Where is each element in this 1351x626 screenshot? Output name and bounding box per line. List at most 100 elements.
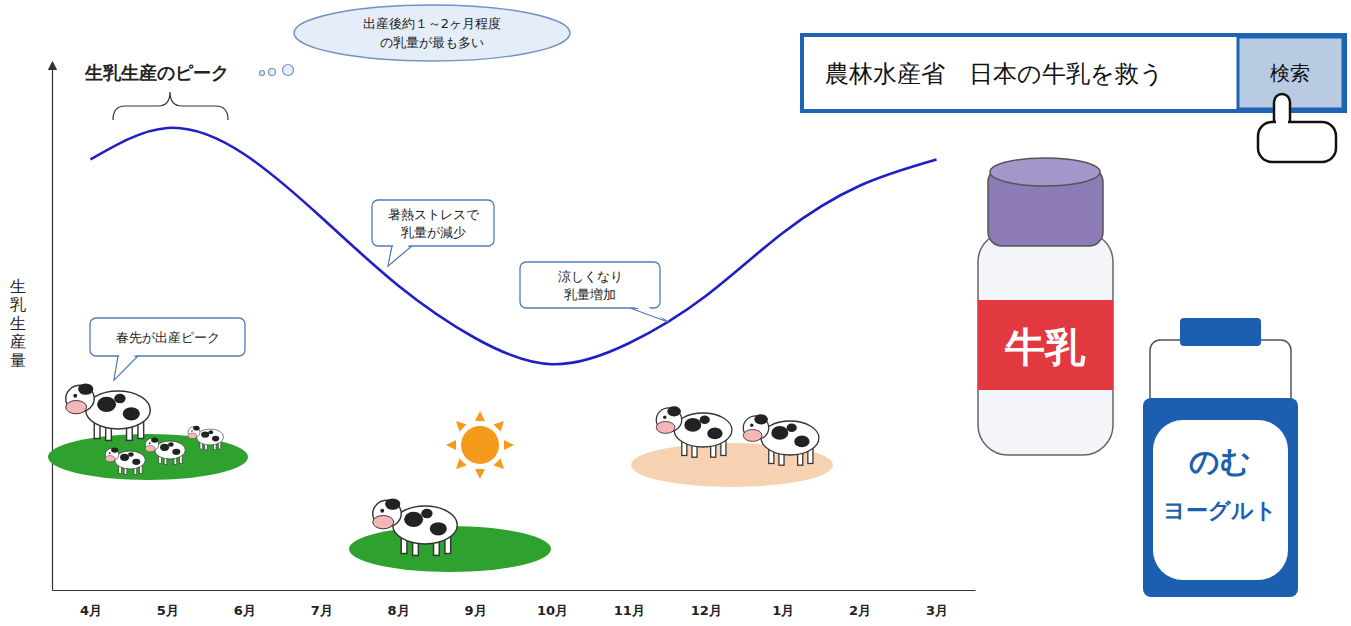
summer-callout: 暑熱ストレスで乳量が減少	[372, 200, 494, 266]
x-tick: 3月	[926, 590, 948, 618]
cow-patch	[212, 436, 219, 442]
yogurt-label-text: ヨーグルト	[1163, 498, 1277, 523]
x-tick-label: 8月	[388, 603, 410, 618]
data-line	[90, 128, 936, 364]
cow-patch	[201, 431, 209, 437]
thought-dot	[283, 65, 294, 76]
cow-patch	[120, 454, 129, 461]
cow-eye	[191, 430, 193, 432]
cow-body	[155, 441, 186, 459]
cow-icon	[66, 383, 151, 440]
x-tick: 12月	[691, 590, 722, 618]
search-frame	[802, 35, 1345, 111]
peak-note: の乳量が最も多い	[380, 35, 484, 50]
annotations: 生乳生産のピーク 出産後約１～2ヶ月程度の乳量が最も多い暑熱ストレスで乳量が減少涼…	[84, 5, 669, 380]
peak-title: 生乳生産のピーク	[84, 62, 229, 83]
cow-ear	[385, 498, 400, 509]
cow-patch	[684, 418, 701, 432]
cow-patch	[132, 459, 140, 465]
cow-ear	[111, 447, 118, 452]
cow-muzzle	[145, 446, 155, 452]
peak-note: 出産後約１～2ヶ月程度	[363, 16, 501, 31]
x-tick-label: 10月	[537, 603, 568, 618]
cow-patch	[404, 512, 423, 527]
x-tick: 7月	[311, 590, 333, 618]
x-tick-label: 5月	[157, 603, 179, 618]
bottle-cap-top	[990, 158, 1100, 186]
cow-patch	[787, 424, 797, 433]
search-box: 農林水産省 日本の牛乳を救う検索	[802, 35, 1345, 162]
cow-patch	[114, 394, 125, 404]
x-tick-label: 2月	[849, 603, 871, 618]
x-tick-label: 1月	[772, 603, 794, 618]
y-axis-title-char: 量	[10, 351, 26, 370]
thought-dot	[260, 71, 265, 76]
x-tick-label: 11月	[614, 603, 645, 618]
peak-bracket	[113, 92, 228, 120]
cow-muzzle	[373, 516, 394, 529]
sun-ray	[493, 421, 504, 432]
callout-text: 乳量が減少	[401, 225, 466, 240]
cow-icon	[743, 414, 819, 465]
autumn-callout: 涼しくなり乳量増加	[520, 262, 669, 322]
cow-ear	[193, 426, 199, 431]
cow-icon	[188, 426, 224, 450]
y-axis-title-char: 生	[10, 314, 26, 333]
cow-eye	[149, 442, 151, 444]
callout-text: 春先が出産ピーク	[116, 330, 220, 345]
bottle-glass	[978, 232, 1113, 455]
yogurt-body	[1143, 398, 1298, 597]
y-axis-title-char: 産	[10, 332, 26, 351]
x-tick: 1月	[772, 590, 794, 618]
search-button-label[interactable]: 検索	[1270, 61, 1310, 85]
x-tick: 4月	[80, 590, 102, 618]
cow-patch	[430, 522, 447, 535]
y-axis-title-char: 乳	[10, 295, 26, 314]
x-tick-label: 3月	[926, 603, 948, 618]
cow-body	[196, 429, 223, 445]
x-tick-label: 6月	[234, 603, 256, 618]
cow-ear	[667, 406, 681, 416]
cow-eye	[109, 452, 111, 454]
milk-bottle: 牛乳	[978, 158, 1113, 455]
cow-muzzle	[656, 422, 675, 434]
cow-patch	[123, 407, 140, 420]
x-tick: 9月	[465, 590, 487, 618]
sun-ray	[475, 411, 485, 421]
milk-label-text: 牛乳	[1004, 324, 1086, 370]
x-tick-label: 4月	[80, 603, 102, 618]
callout-box	[372, 200, 494, 246]
illustrations	[48, 383, 833, 572]
x-axis-line	[53, 590, 976, 591]
products: 牛乳のむヨーグルト	[978, 158, 1298, 597]
search-button[interactable]	[1238, 37, 1343, 109]
x-tick-label: 7月	[311, 603, 333, 618]
cow-patch	[160, 444, 169, 451]
y-axis-title-char: 生	[10, 277, 26, 296]
yogurt-cap	[1180, 318, 1261, 346]
callout-text: 乳量増加	[564, 287, 616, 302]
cow-ear	[78, 383, 93, 394]
x-tick: 11月	[614, 590, 645, 618]
cow-icon	[105, 447, 145, 474]
x-tick: 2月	[849, 590, 871, 618]
cow-eye	[73, 394, 77, 398]
cow-ear	[151, 437, 158, 442]
cow-head	[188, 427, 200, 438]
plot-area	[90, 128, 936, 364]
cow-eye	[750, 424, 753, 427]
sun-icon	[446, 411, 514, 479]
spring-callout: 春先が出産ピーク	[90, 318, 245, 380]
callout-join	[389, 244, 411, 265]
callout-join	[115, 354, 137, 379]
hand-cursor	[1258, 94, 1336, 162]
cow-muzzle	[743, 430, 762, 442]
cow-head	[105, 448, 119, 461]
cow-eye	[663, 416, 666, 419]
cow-muzzle	[105, 456, 115, 462]
cow-eye	[380, 509, 384, 513]
sun-ray	[456, 421, 467, 432]
cow-body	[393, 506, 458, 544]
cow-icon	[373, 498, 458, 555]
cow-patch	[172, 449, 180, 455]
